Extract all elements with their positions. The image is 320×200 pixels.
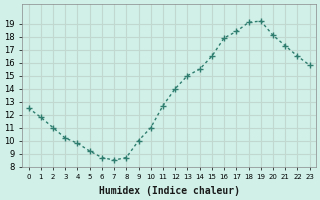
X-axis label: Humidex (Indice chaleur): Humidex (Indice chaleur) [99, 186, 240, 196]
